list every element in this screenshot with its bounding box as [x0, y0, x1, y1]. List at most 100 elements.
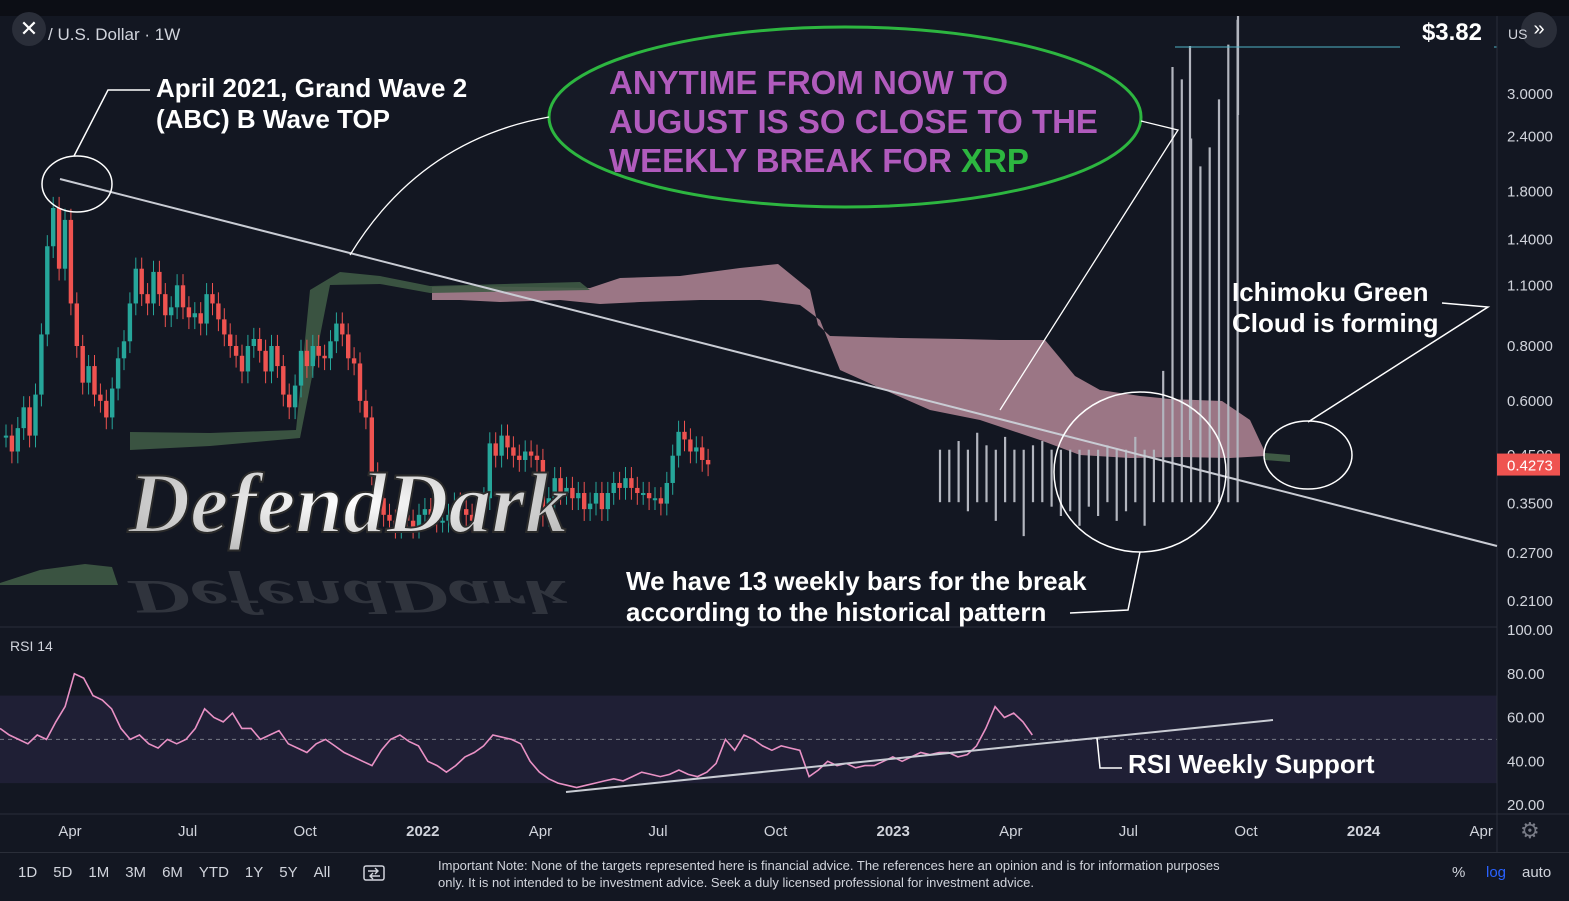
candle	[528, 440, 534, 468]
percent-toggle[interactable]: %	[1452, 864, 1466, 881]
candle	[180, 274, 186, 320]
candle-body	[434, 514, 439, 521]
range-selector: 1D 5D 1M 3M 6M YTD 1Y 5Y All	[10, 864, 338, 881]
candle-body	[310, 346, 315, 367]
candle	[210, 283, 215, 316]
candle-body	[475, 509, 481, 521]
candle	[56, 196, 62, 281]
range-button-5d[interactable]: 5D	[53, 864, 73, 881]
weekly-bars-label: according to the historical pattern	[626, 597, 1046, 627]
price-axis[interactable]: 3.0000 2.4000 1.8000 1.4000 1.1000 0.8000 0.60…	[1496, 16, 1560, 852]
target-price-label: $3.82	[1400, 17, 1494, 48]
candle-body	[228, 334, 233, 346]
candle-body	[393, 520, 398, 527]
compare-icon[interactable]	[362, 862, 386, 884]
candle	[9, 424, 15, 464]
candle	[304, 339, 310, 378]
candle	[422, 498, 428, 527]
range-button-1y[interactable]: 1Y	[244, 864, 264, 881]
leader-line	[73, 89, 150, 157]
close-icon[interactable]: ✕	[12, 12, 46, 46]
bubble-text: ANYTIME FROM NOW TO	[609, 64, 1008, 101]
candle-body	[700, 447, 705, 460]
candle-body	[481, 498, 487, 510]
candle-body	[469, 514, 475, 521]
candle-body	[133, 268, 138, 304]
log-toggle[interactable]: log	[1486, 864, 1507, 881]
candle	[351, 347, 357, 376]
watermark-text: DefendDark	[127, 455, 568, 551]
candle-body	[180, 285, 186, 308]
candle-body	[564, 487, 569, 494]
gear-icon[interactable]: ⚙	[1520, 818, 1540, 843]
time-tick: Apr	[999, 823, 1022, 840]
bubble-text-xrp: XRP	[961, 142, 1029, 179]
range-button-5y[interactable]: 5Y	[279, 864, 298, 881]
candle-body	[269, 346, 274, 372]
candle-body	[410, 520, 416, 527]
time-axis[interactable]: Apr Jul Oct 2022 Apr Jul Oct 2023 Apr Jul Oct 2024 A…	[0, 813, 1569, 840]
candle-body	[151, 271, 156, 304]
candle-body	[369, 417, 374, 474]
auto-toggle[interactable]: auto	[1522, 864, 1552, 881]
symbol-title[interactable]: / U.S. Dollar · 1W	[48, 25, 181, 44]
candle	[587, 492, 593, 521]
candle	[222, 308, 227, 347]
range-button-ytd[interactable]: YTD	[198, 864, 229, 881]
candle-body	[80, 346, 85, 383]
price-chart[interactable]: RSI 14 100.00 80.00 60.00 40.00 20.00 3.0000 2…	[0, 0, 1569, 852]
time-tick: Apr	[58, 823, 81, 840]
candle	[499, 424, 504, 468]
ichimoku-cloud	[0, 264, 1290, 585]
range-button-3m[interactable]: 3M	[125, 864, 147, 881]
candle-body	[121, 341, 127, 359]
double-chevron-right-icon[interactable]: »	[1521, 12, 1557, 48]
range-button-1m[interactable]: 1M	[88, 864, 110, 881]
candle-body	[316, 346, 321, 356]
candle-body	[139, 268, 144, 295]
candle-body	[186, 307, 192, 318]
candle	[322, 344, 327, 371]
range-button-all[interactable]: All	[313, 864, 331, 881]
range-button-6m[interactable]: 6M	[162, 864, 183, 881]
candle-body	[416, 514, 422, 527]
april-top-label: (ABC) B Wave TOP	[156, 104, 390, 134]
bubble-leader-left	[349, 116, 550, 256]
range-button-1d[interactable]: 1D	[18, 864, 38, 881]
candle	[68, 208, 74, 316]
candle	[387, 503, 392, 533]
candle-body	[576, 493, 581, 499]
candle	[287, 383, 292, 420]
candle-body	[145, 294, 150, 304]
candle	[576, 481, 581, 511]
candle	[163, 283, 168, 328]
candle	[652, 487, 658, 511]
candle-body	[641, 493, 646, 496]
leader-line	[1307, 302, 1491, 423]
candle	[464, 498, 469, 527]
candle-body	[198, 313, 203, 324]
candle	[263, 339, 268, 384]
candle-body	[611, 482, 616, 494]
candle-body	[298, 350, 304, 386]
candle	[534, 444, 540, 472]
candle	[694, 436, 699, 464]
candle	[611, 471, 616, 505]
candle	[334, 312, 339, 354]
candle-body	[558, 478, 563, 494]
candle-body	[440, 520, 445, 523]
candle-body	[21, 407, 26, 429]
candle-body	[528, 451, 534, 456]
candle	[428, 498, 433, 527]
candle	[511, 436, 516, 468]
candle-body	[587, 503, 593, 510]
candle	[98, 383, 103, 413]
candle	[670, 444, 675, 495]
candle-body	[399, 514, 404, 527]
candle-body	[233, 346, 239, 356]
candle-body	[487, 443, 492, 499]
time-tick: 2022	[406, 823, 439, 840]
annotations: April 2021, Grand Wave 2(ABC) B Wave TOP…	[41, 25, 1498, 779]
candle-body	[39, 334, 44, 395]
candle	[174, 274, 180, 320]
